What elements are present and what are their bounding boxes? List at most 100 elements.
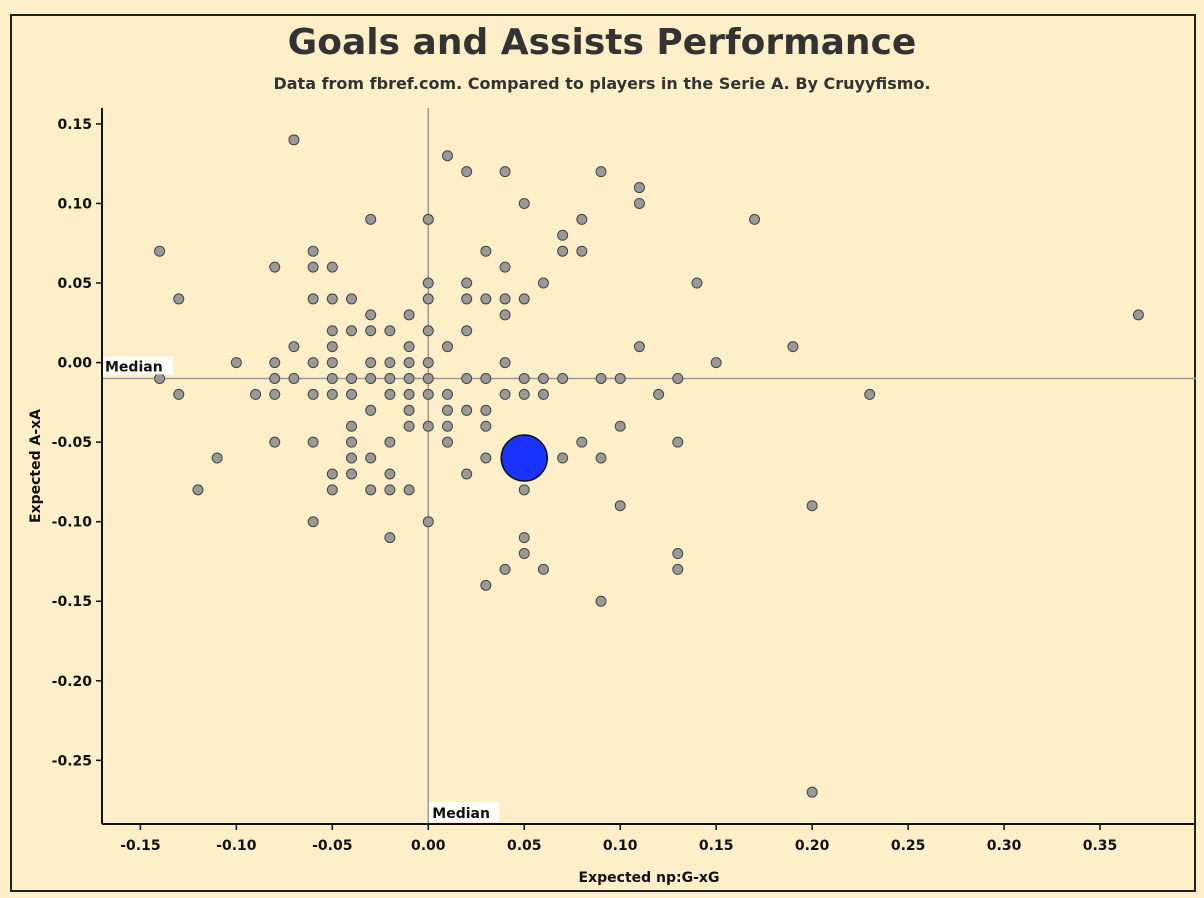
x-tick-label: 0.15	[699, 838, 734, 854]
data-point	[347, 373, 357, 383]
data-point	[423, 389, 433, 399]
data-point	[347, 453, 357, 463]
data-point	[750, 214, 760, 224]
data-point	[308, 246, 318, 256]
axes-layer: -0.15 -0.10 -0.05 0.00 0.05 0.10 0.15 0.20 0.25 0…	[52, 108, 1196, 854]
data-point	[711, 358, 721, 368]
data-point	[231, 358, 241, 368]
median-lines	[102, 108, 1196, 824]
data-point	[807, 787, 817, 797]
data-point	[366, 453, 376, 463]
data-point	[385, 326, 395, 336]
y-tick-label: 0.05	[57, 276, 92, 292]
data-point	[500, 389, 510, 399]
data-point	[500, 167, 510, 177]
data-point	[481, 373, 491, 383]
data-point	[558, 246, 568, 256]
data-point	[519, 533, 529, 543]
data-point	[174, 294, 184, 304]
data-point	[174, 389, 184, 399]
data-point	[519, 294, 529, 304]
data-point	[481, 246, 491, 256]
data-point	[442, 151, 452, 161]
data-point	[615, 501, 625, 511]
data-point	[481, 294, 491, 304]
data-point	[692, 278, 702, 288]
data-point	[327, 326, 337, 336]
data-point	[558, 453, 568, 463]
data-point	[327, 342, 337, 352]
y-tick-label: -0.20	[52, 674, 93, 690]
x-tick-label: 0.10	[603, 838, 638, 854]
data-point	[385, 389, 395, 399]
data-point	[404, 373, 414, 383]
y-tick-label: 0.15	[57, 117, 92, 133]
x-tick-label: 0.30	[987, 838, 1022, 854]
data-point	[193, 485, 203, 495]
data-point	[615, 373, 625, 383]
data-point	[289, 135, 299, 145]
data-point	[423, 294, 433, 304]
data-point	[500, 310, 510, 320]
data-point	[251, 389, 261, 399]
data-point	[423, 373, 433, 383]
data-point	[1133, 310, 1143, 320]
data-point	[596, 167, 606, 177]
data-point	[366, 373, 376, 383]
data-point	[270, 389, 280, 399]
y-tick-label: 0.00	[57, 356, 92, 372]
data-point	[385, 437, 395, 447]
data-point	[155, 246, 165, 256]
y-tick-label: -0.15	[52, 594, 92, 610]
data-point	[327, 485, 337, 495]
highlight-layer	[501, 435, 547, 481]
data-point	[519, 549, 529, 559]
median-y-label: Median	[105, 359, 163, 375]
data-point	[634, 183, 644, 193]
data-point	[347, 421, 357, 431]
data-point	[423, 358, 433, 368]
data-point	[462, 405, 472, 415]
y-tick-label: -0.05	[52, 435, 92, 451]
data-point	[385, 469, 395, 479]
data-point	[654, 389, 664, 399]
x-tick-label: -0.10	[216, 838, 257, 854]
data-point	[462, 326, 472, 336]
data-point	[538, 278, 548, 288]
data-point	[634, 342, 644, 352]
points-layer	[155, 135, 1144, 797]
data-point	[327, 358, 337, 368]
data-point	[538, 389, 548, 399]
y-tick-label: -0.25	[52, 753, 92, 769]
data-point	[347, 326, 357, 336]
data-point	[519, 373, 529, 383]
y-axis-title: Expected A-xA	[28, 409, 44, 523]
data-point	[596, 596, 606, 606]
data-point	[462, 167, 472, 177]
data-point	[634, 198, 644, 208]
data-point	[596, 453, 606, 463]
data-point	[212, 453, 222, 463]
data-point	[347, 437, 357, 447]
data-point	[442, 437, 452, 447]
data-point	[366, 405, 376, 415]
labels-layer: Expected np:G-xG Expected A-xA Median Media…	[28, 356, 719, 886]
data-point	[558, 230, 568, 240]
data-point	[327, 294, 337, 304]
data-point	[366, 358, 376, 368]
data-point	[519, 485, 529, 495]
data-point	[673, 564, 683, 574]
data-point	[308, 358, 318, 368]
x-tick-label: 0.20	[795, 838, 830, 854]
data-point	[385, 358, 395, 368]
data-point	[270, 437, 280, 447]
data-point	[596, 373, 606, 383]
data-point	[462, 469, 472, 479]
data-point	[423, 214, 433, 224]
data-point	[577, 214, 587, 224]
data-point	[270, 262, 280, 272]
data-point	[404, 358, 414, 368]
data-point	[366, 310, 376, 320]
data-point	[519, 389, 529, 399]
data-point	[538, 564, 548, 574]
